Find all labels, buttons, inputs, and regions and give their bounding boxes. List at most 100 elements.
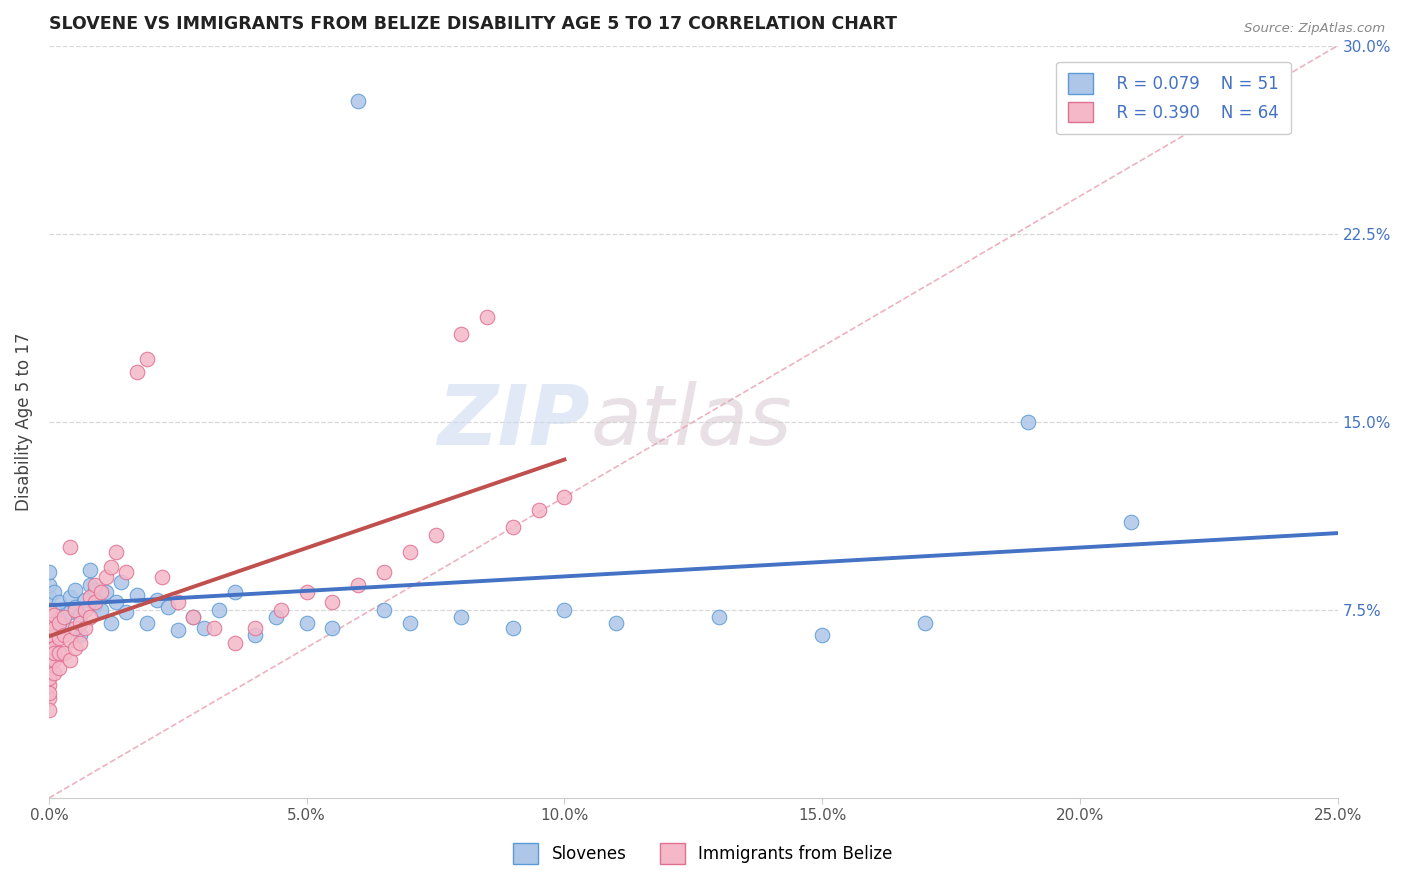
Point (146, 593, 169, 607)
Point (1121, 515, 1143, 529)
Point (38, 566, 60, 580)
Point (125, 588, 148, 602)
Point (208, 603, 231, 617)
Point (63, 600, 86, 615)
Point (53, 628, 76, 642)
Point (38, 678, 60, 692)
Point (38, 658, 60, 673)
Point (398, 545, 420, 559)
Point (58, 606, 80, 620)
Point (38, 686, 60, 700)
Point (38, 615, 60, 630)
Point (502, 620, 524, 634)
Point (42, 620, 65, 634)
Point (69, 635, 91, 649)
Point (224, 585, 246, 599)
Point (1017, 415, 1039, 429)
Point (73, 593, 96, 607)
Point (135, 615, 157, 630)
Point (321, 620, 343, 634)
Point (914, 615, 936, 630)
Point (69, 615, 91, 630)
Point (181, 610, 204, 624)
Point (53, 620, 76, 634)
Point (193, 620, 215, 634)
Point (347, 578, 370, 592)
Text: SLOVENE VS IMMIGRANTS FROM BELIZE DISABILITY AGE 5 TO 17 CORRELATION CHART: SLOVENE VS IMMIGRANTS FROM BELIZE DISABI… (49, 15, 897, 33)
Point (38, 628, 60, 642)
Point (69, 628, 91, 642)
Point (38, 591, 60, 605)
Point (475, 310, 498, 324)
Point (73, 620, 96, 634)
Point (224, 635, 246, 649)
Point (115, 606, 138, 620)
Point (100, 560, 122, 574)
Point (58, 541, 80, 555)
Point (48, 615, 70, 630)
Point (156, 600, 179, 615)
Point (94, 570, 117, 584)
Point (104, 545, 127, 559)
Point (69, 607, 91, 622)
Point (63, 640, 86, 655)
Point (295, 615, 318, 630)
Point (38, 603, 60, 617)
Point (527, 502, 550, 516)
Point (48, 631, 70, 645)
Point (53, 646, 76, 660)
Point (181, 610, 204, 624)
Point (166, 623, 188, 637)
Point (38, 703, 60, 717)
Point (79, 610, 101, 624)
Point (321, 595, 343, 609)
Point (553, 603, 575, 617)
Point (38, 578, 60, 592)
Point (94, 585, 117, 599)
Point (264, 610, 287, 624)
Point (243, 628, 266, 642)
Point (115, 566, 138, 580)
Point (53, 610, 76, 624)
Text: ZIP: ZIP (437, 382, 591, 462)
Point (48, 660, 70, 674)
Legend:   R = 0.079    N = 51,   R = 0.390    N = 64: R = 0.079 N = 51, R = 0.390 N = 64 (1056, 62, 1291, 134)
Point (53, 610, 76, 624)
Point (89, 585, 111, 599)
Point (84, 595, 107, 609)
Point (38, 671, 60, 685)
Point (63, 603, 86, 617)
Point (202, 620, 225, 634)
Point (42, 640, 65, 655)
Y-axis label: Disability Age 5 to 17: Disability Age 5 to 17 (15, 333, 32, 511)
Text: atlas: atlas (591, 382, 792, 462)
Point (58, 633, 80, 648)
Point (295, 585, 318, 599)
Point (48, 646, 70, 660)
Point (125, 365, 148, 379)
Legend: Slovenes, Immigrants from Belize: Slovenes, Immigrants from Belize (506, 837, 900, 871)
Point (605, 615, 627, 630)
Point (84, 578, 107, 592)
Point (79, 578, 101, 592)
Point (79, 563, 101, 577)
Point (84, 598, 107, 612)
Point (502, 520, 524, 534)
Point (42, 607, 65, 622)
Point (553, 490, 575, 504)
Point (48, 595, 70, 609)
Point (347, 94, 370, 108)
Point (373, 566, 395, 580)
Point (42, 646, 65, 660)
Point (110, 575, 132, 590)
Point (38, 690, 60, 705)
Point (398, 615, 420, 630)
Point (79, 591, 101, 605)
Point (135, 352, 157, 367)
Point (48, 615, 70, 630)
Point (166, 595, 188, 609)
Point (63, 582, 86, 597)
Point (84, 582, 107, 597)
Point (150, 570, 173, 584)
Text: Source: ZipAtlas.com: Source: ZipAtlas.com (1244, 22, 1385, 36)
